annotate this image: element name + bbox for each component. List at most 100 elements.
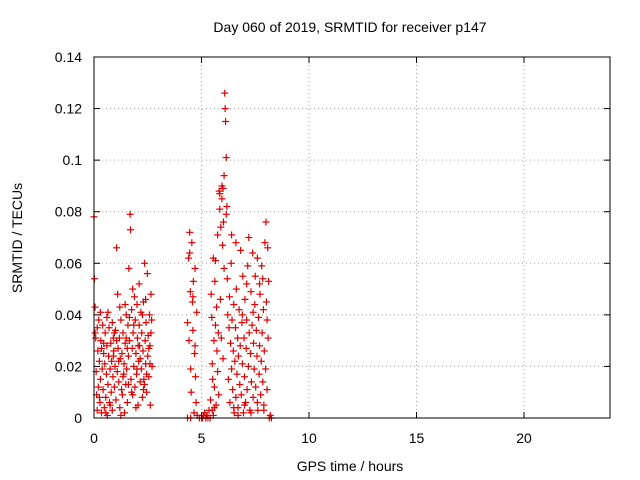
data-point	[185, 337, 193, 345]
data-point	[123, 344, 131, 352]
data-point	[93, 406, 101, 414]
data-point	[191, 373, 199, 381]
data-point	[249, 249, 257, 257]
x-axis-label: GPS time / hours	[297, 458, 404, 474]
data-point	[185, 254, 193, 262]
data-point	[222, 117, 230, 125]
data-point	[210, 404, 218, 412]
data-point	[129, 285, 137, 293]
data-point	[229, 347, 237, 355]
data-point	[146, 401, 154, 409]
y-tick-label: 0	[74, 410, 82, 426]
data-point	[229, 386, 237, 394]
y-tick-label: 0.14	[55, 49, 82, 65]
data-point	[238, 311, 246, 319]
data-point	[108, 319, 116, 327]
data-point	[186, 249, 194, 257]
data-point	[100, 339, 108, 347]
data-point	[227, 339, 235, 347]
data-point	[264, 244, 272, 252]
data-point	[133, 365, 141, 373]
data-point	[144, 352, 152, 360]
data-point	[228, 316, 236, 324]
data-point	[262, 298, 270, 306]
data-point	[250, 365, 258, 373]
data-point	[143, 370, 151, 378]
data-point	[207, 396, 215, 404]
data-point	[138, 329, 146, 337]
data-point	[138, 393, 146, 401]
data-point	[238, 360, 246, 368]
data-point	[256, 290, 264, 298]
data-point	[131, 383, 139, 391]
y-tick-label: 0.04	[55, 307, 82, 323]
data-point	[189, 277, 197, 285]
data-point	[258, 262, 266, 270]
data-point	[107, 388, 115, 396]
x-tick-label: 20	[516, 430, 532, 446]
data-point	[253, 352, 261, 360]
data-point	[214, 231, 222, 239]
data-point	[118, 350, 126, 358]
data-point	[188, 239, 196, 247]
data-point	[124, 380, 132, 388]
data-point	[193, 308, 201, 316]
data-point	[238, 319, 246, 327]
data-point	[191, 264, 199, 272]
data-point	[252, 326, 260, 334]
data-point	[106, 365, 114, 373]
data-point	[259, 306, 267, 314]
data-point	[254, 406, 262, 414]
data-point	[232, 285, 240, 293]
data-point	[220, 264, 228, 272]
data-point	[208, 313, 216, 321]
data-point	[133, 301, 141, 309]
data-point	[215, 391, 223, 399]
data-point	[230, 301, 238, 309]
data-point	[108, 406, 116, 414]
data-point	[91, 303, 99, 311]
data-point	[209, 375, 217, 383]
data-point	[119, 329, 127, 337]
data-point	[225, 293, 233, 301]
data-point	[133, 334, 141, 342]
data-point	[93, 324, 101, 332]
data-point	[217, 223, 225, 231]
data-point	[99, 386, 107, 394]
data-point	[219, 355, 227, 363]
x-tick-label: 10	[301, 430, 317, 446]
data-point	[147, 329, 155, 337]
data-point	[108, 357, 116, 365]
data-point	[121, 301, 129, 309]
data-point	[262, 365, 270, 373]
data-point	[98, 344, 106, 352]
data-point	[187, 365, 195, 373]
x-tick-label: 5	[198, 430, 206, 446]
data-point	[102, 393, 110, 401]
data-point	[221, 105, 229, 113]
data-point	[140, 375, 148, 383]
data-point	[123, 399, 131, 407]
y-tick-label: 0.02	[55, 358, 82, 374]
data-point	[104, 380, 112, 388]
data-point	[210, 337, 218, 345]
data-point	[228, 365, 236, 373]
data-point	[219, 241, 227, 249]
y-axis-label: SRMTID / TECUs	[9, 183, 25, 293]
data-point	[253, 399, 261, 407]
data-point	[139, 386, 147, 394]
data-point	[218, 195, 226, 203]
data-point	[127, 226, 135, 234]
x-tick-label: 15	[409, 430, 425, 446]
data-point	[145, 311, 153, 319]
data-point	[128, 306, 136, 314]
data-point	[213, 347, 221, 355]
data-point	[244, 362, 252, 370]
data-point	[109, 373, 117, 381]
data-point	[110, 383, 118, 391]
data-point	[98, 365, 106, 373]
data-point	[255, 370, 263, 378]
data-point	[186, 288, 194, 296]
data-point	[141, 337, 149, 345]
